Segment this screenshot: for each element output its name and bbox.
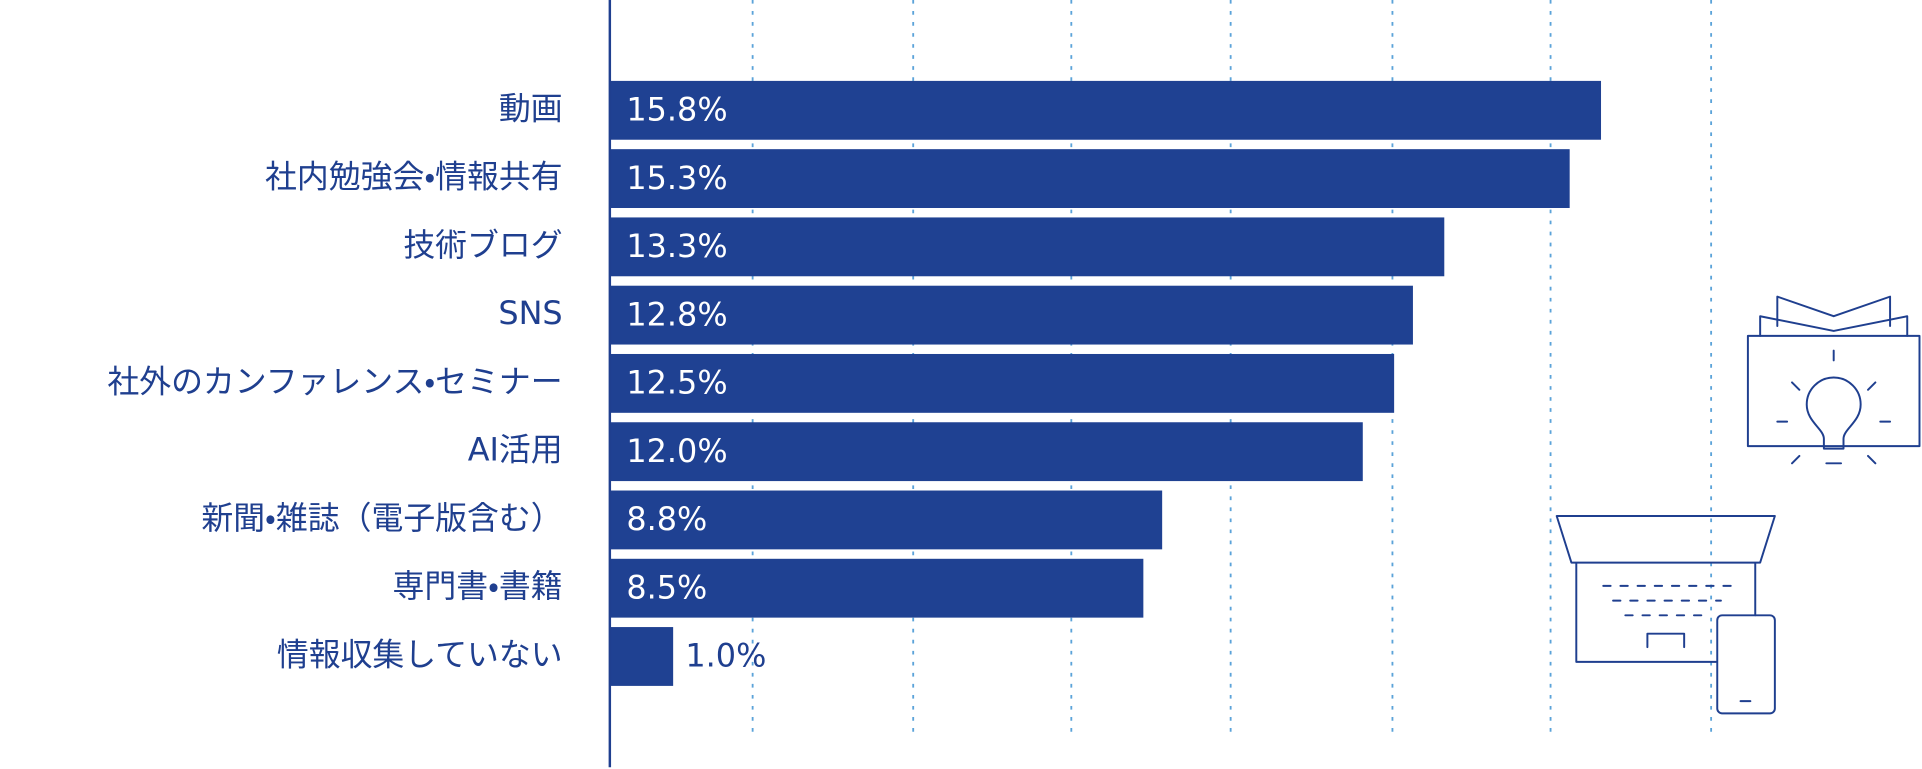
icon-rays [1776,349,1892,465]
category-label: 専門書・書籍 [393,567,563,605]
icon-phone [1716,614,1776,715]
bar [610,422,1363,482]
value-label: 12.0% [626,432,727,470]
icon-trackpad [1646,632,1686,649]
bar [610,80,1602,140]
value-label: 15.8% [626,91,727,129]
value-label: 15.3% [626,159,727,197]
category-label: 社内勉強会・情報共有 [265,158,563,196]
icon-laptop [1555,515,1776,663]
category-label: 情報収集していない [277,635,563,673]
value-label: 8.8% [626,500,707,538]
category-label: 新聞・雑誌（電子版含む） [201,499,562,537]
category-label: 動画 [499,89,563,127]
devices-icon [1555,515,1776,715]
value-label: 12.8% [626,295,727,333]
icon-frame [1746,334,1921,448]
icon-bulb [1805,376,1862,465]
icon-book [1759,295,1909,337]
category-label: 社外のカンファレンス・セミナー [107,362,562,400]
value-label: 13.3% [626,227,727,265]
bar [610,217,1445,277]
category-label: AI活用 [468,431,563,469]
category-label: 技術ブログ [403,226,562,264]
bar [610,627,674,686]
book-bulb-icon [1746,295,1921,465]
value-label: 12.5% [626,364,727,402]
bar [610,558,1144,618]
value-label: 1.0% [685,637,766,675]
bar [610,149,1570,209]
bar [610,490,1163,550]
category-label: SNS [498,294,562,332]
bars: 動画 15.8% 社内勉強会・情報共有 15.3% 技術ブログ 13.3% SNS 12.8%… [107,80,1602,686]
bar [610,353,1395,413]
value-label: 8.5% [626,568,707,606]
icon-keys [1602,584,1732,617]
bar [610,285,1413,345]
